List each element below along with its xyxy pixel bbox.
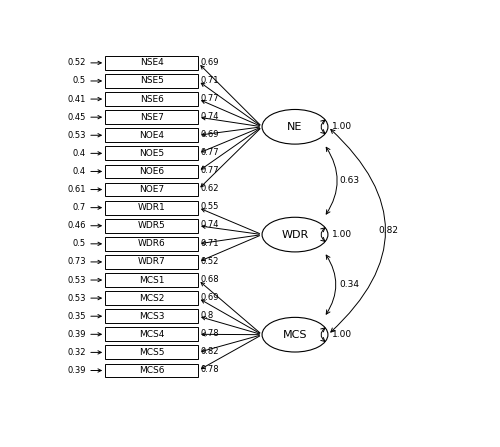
FancyBboxPatch shape <box>105 219 198 233</box>
Text: 0.74: 0.74 <box>200 112 219 121</box>
Text: 0.82: 0.82 <box>378 226 398 235</box>
FancyBboxPatch shape <box>105 128 198 142</box>
Text: 0.63: 0.63 <box>340 176 359 185</box>
Text: NOE4: NOE4 <box>139 131 164 140</box>
Text: 0.46: 0.46 <box>67 221 86 230</box>
FancyBboxPatch shape <box>105 183 198 197</box>
Ellipse shape <box>262 217 328 252</box>
Text: MCS2: MCS2 <box>139 294 164 303</box>
Text: 0.69: 0.69 <box>200 130 219 139</box>
Text: 0.35: 0.35 <box>67 312 86 320</box>
Text: 0.69: 0.69 <box>200 293 219 302</box>
Text: 0.73: 0.73 <box>67 257 86 266</box>
Text: MCS5: MCS5 <box>139 348 164 357</box>
Text: 0.5: 0.5 <box>72 239 86 249</box>
FancyBboxPatch shape <box>105 147 198 160</box>
Text: 1.00: 1.00 <box>332 122 352 131</box>
Text: WDR: WDR <box>282 230 308 240</box>
FancyBboxPatch shape <box>105 201 198 215</box>
Text: 0.53: 0.53 <box>67 131 86 140</box>
Text: 0.71: 0.71 <box>200 76 219 84</box>
Text: MCS1: MCS1 <box>139 275 164 285</box>
FancyBboxPatch shape <box>105 74 198 88</box>
Text: 0.34: 0.34 <box>340 280 359 289</box>
Text: 0.74: 0.74 <box>200 220 219 229</box>
Ellipse shape <box>262 317 328 352</box>
Text: NOE7: NOE7 <box>139 185 164 194</box>
FancyBboxPatch shape <box>105 56 198 70</box>
Text: 0.39: 0.39 <box>67 366 86 375</box>
FancyBboxPatch shape <box>105 273 198 287</box>
Ellipse shape <box>262 110 328 144</box>
Text: WDR1: WDR1 <box>138 203 166 212</box>
Text: MCS6: MCS6 <box>139 366 164 375</box>
Text: WDR7: WDR7 <box>138 257 166 266</box>
FancyBboxPatch shape <box>105 291 198 305</box>
Text: MCS: MCS <box>283 330 307 340</box>
Text: 0.71: 0.71 <box>200 239 219 248</box>
Text: MCS4: MCS4 <box>139 330 164 339</box>
Text: NOE5: NOE5 <box>139 149 164 158</box>
Text: WDR6: WDR6 <box>138 239 166 249</box>
Text: 0.61: 0.61 <box>67 185 86 194</box>
Text: 0.4: 0.4 <box>72 167 86 176</box>
Text: WDR5: WDR5 <box>138 221 166 230</box>
Text: NE: NE <box>288 122 302 132</box>
Text: 0.69: 0.69 <box>200 58 219 67</box>
Text: 0.45: 0.45 <box>68 113 86 122</box>
FancyBboxPatch shape <box>105 346 198 359</box>
FancyBboxPatch shape <box>105 164 198 178</box>
Text: MCS3: MCS3 <box>139 312 164 320</box>
Text: 0.82: 0.82 <box>200 347 219 356</box>
Text: 0.78: 0.78 <box>200 329 219 338</box>
Text: NSE6: NSE6 <box>140 95 164 104</box>
Text: 0.53: 0.53 <box>67 275 86 285</box>
FancyBboxPatch shape <box>105 92 198 106</box>
Text: 0.77: 0.77 <box>200 166 219 175</box>
Text: 0.5: 0.5 <box>72 76 86 85</box>
Text: 1.00: 1.00 <box>332 330 352 339</box>
Text: NSE4: NSE4 <box>140 59 164 67</box>
Text: 0.62: 0.62 <box>200 184 219 193</box>
FancyBboxPatch shape <box>105 237 198 251</box>
FancyBboxPatch shape <box>105 327 198 341</box>
FancyBboxPatch shape <box>105 309 198 323</box>
Text: 0.77: 0.77 <box>200 94 219 103</box>
Text: 0.77: 0.77 <box>200 148 219 157</box>
Text: 0.39: 0.39 <box>67 330 86 339</box>
Text: 0.52: 0.52 <box>200 257 219 266</box>
Text: 0.53: 0.53 <box>67 294 86 303</box>
Text: 0.8: 0.8 <box>200 311 213 320</box>
Text: 0.7: 0.7 <box>72 203 86 212</box>
Text: NSE5: NSE5 <box>140 76 164 85</box>
FancyBboxPatch shape <box>105 363 198 377</box>
Text: 0.78: 0.78 <box>200 365 219 374</box>
Text: 0.68: 0.68 <box>200 275 219 284</box>
Text: 1.00: 1.00 <box>332 230 352 239</box>
Text: NSE7: NSE7 <box>140 113 164 122</box>
FancyBboxPatch shape <box>105 110 198 124</box>
Text: 0.52: 0.52 <box>68 59 86 67</box>
Text: 0.41: 0.41 <box>68 95 86 104</box>
FancyBboxPatch shape <box>105 255 198 269</box>
Text: 0.55: 0.55 <box>200 202 219 211</box>
Text: 0.4: 0.4 <box>72 149 86 158</box>
Text: NOE6: NOE6 <box>139 167 164 176</box>
Text: 0.32: 0.32 <box>67 348 86 357</box>
